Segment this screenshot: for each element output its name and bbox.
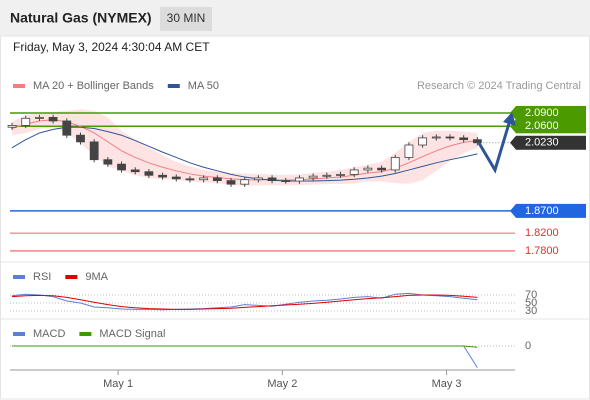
candle-body xyxy=(445,136,455,139)
candle-body xyxy=(281,180,291,183)
candle-body xyxy=(48,117,58,122)
candle-body xyxy=(62,120,72,136)
level-box-tip xyxy=(510,135,516,150)
forecast-arrow xyxy=(477,119,512,174)
series-line xyxy=(12,345,478,348)
candle-body xyxy=(308,175,318,179)
level-box-tip xyxy=(510,105,516,120)
candle-body xyxy=(472,139,482,144)
y-tick-label: 70 xyxy=(525,289,537,301)
interval-badge xyxy=(160,7,212,31)
level-label: 2.0900 xyxy=(525,107,559,119)
legend-swatch xyxy=(13,275,25,279)
series-line xyxy=(11,292,478,311)
y-tick-label: 0 xyxy=(525,340,531,352)
level-box xyxy=(516,105,586,120)
x-tick-label: May 2 xyxy=(267,378,297,390)
candle-body xyxy=(103,159,113,165)
candle-body xyxy=(363,167,373,171)
date: Friday, May 3, 2024 4:30:04 AM CET xyxy=(13,40,210,54)
level-label: 2.0230 xyxy=(525,137,559,149)
candle-body xyxy=(144,171,154,176)
candle-body xyxy=(390,157,400,171)
legend-label: MACD Signal xyxy=(99,328,165,340)
legend-swatch xyxy=(79,332,92,336)
candle-body xyxy=(349,169,359,175)
candle-body xyxy=(7,125,17,128)
interval: 30 MIN xyxy=(167,11,206,25)
series-line xyxy=(12,294,478,310)
y-tick-label: 30 xyxy=(525,305,537,317)
candle-body xyxy=(89,141,99,161)
chart-frame xyxy=(0,35,590,400)
legend-swatch xyxy=(167,84,180,88)
candle-body xyxy=(240,179,250,185)
legend-label: 9MA xyxy=(85,271,108,283)
candle-body xyxy=(377,167,386,171)
y-tick-label: 50 xyxy=(525,297,537,309)
level-label: 1.8200 xyxy=(525,227,559,239)
candle-body xyxy=(459,137,469,141)
x-tick-label: May 1 xyxy=(103,378,133,390)
level-box xyxy=(516,135,586,150)
candle-body xyxy=(322,174,332,177)
candle-body xyxy=(336,173,345,176)
header-bg xyxy=(0,0,590,36)
legend-swatch xyxy=(65,275,78,279)
candle-body xyxy=(199,177,209,181)
credit: Research © 2024 Trading Central xyxy=(417,80,581,92)
legend-label: MA 20 + Bollinger Bands xyxy=(33,80,154,92)
legend-label: MACD xyxy=(33,328,65,340)
forecast-arrowhead xyxy=(503,112,516,126)
level-label: 1.7800 xyxy=(525,245,559,257)
candle-body xyxy=(35,117,44,119)
candle-body xyxy=(76,134,85,143)
legend-swatch xyxy=(13,84,25,88)
candle-body xyxy=(117,163,126,171)
candle-body xyxy=(267,177,277,182)
level-label: 1.8700 xyxy=(525,205,559,217)
candle-body xyxy=(212,177,222,182)
chart-title: Natural Gas (NYMEX) xyxy=(10,10,152,26)
candle-body xyxy=(431,136,441,139)
legend-label: MA 50 xyxy=(188,80,219,92)
candle-body xyxy=(158,174,167,178)
level-box xyxy=(516,203,586,218)
candle-body xyxy=(130,169,140,173)
legend-swatch xyxy=(13,332,25,336)
candle-body xyxy=(226,180,236,185)
series-line xyxy=(11,126,478,182)
candle-body xyxy=(404,144,414,158)
candle-body xyxy=(418,137,428,146)
level-box xyxy=(516,119,586,134)
bollinger-band xyxy=(12,109,478,186)
candle-body xyxy=(253,177,263,181)
candle-body xyxy=(171,176,181,180)
candle-body xyxy=(21,117,31,126)
x-tick-label: May 3 xyxy=(432,378,462,390)
legend-label: RSI xyxy=(33,271,51,283)
level-box-tip xyxy=(510,203,516,218)
candle-body xyxy=(185,178,195,181)
candle-body xyxy=(295,177,304,182)
level-label: 2.0600 xyxy=(525,120,559,132)
